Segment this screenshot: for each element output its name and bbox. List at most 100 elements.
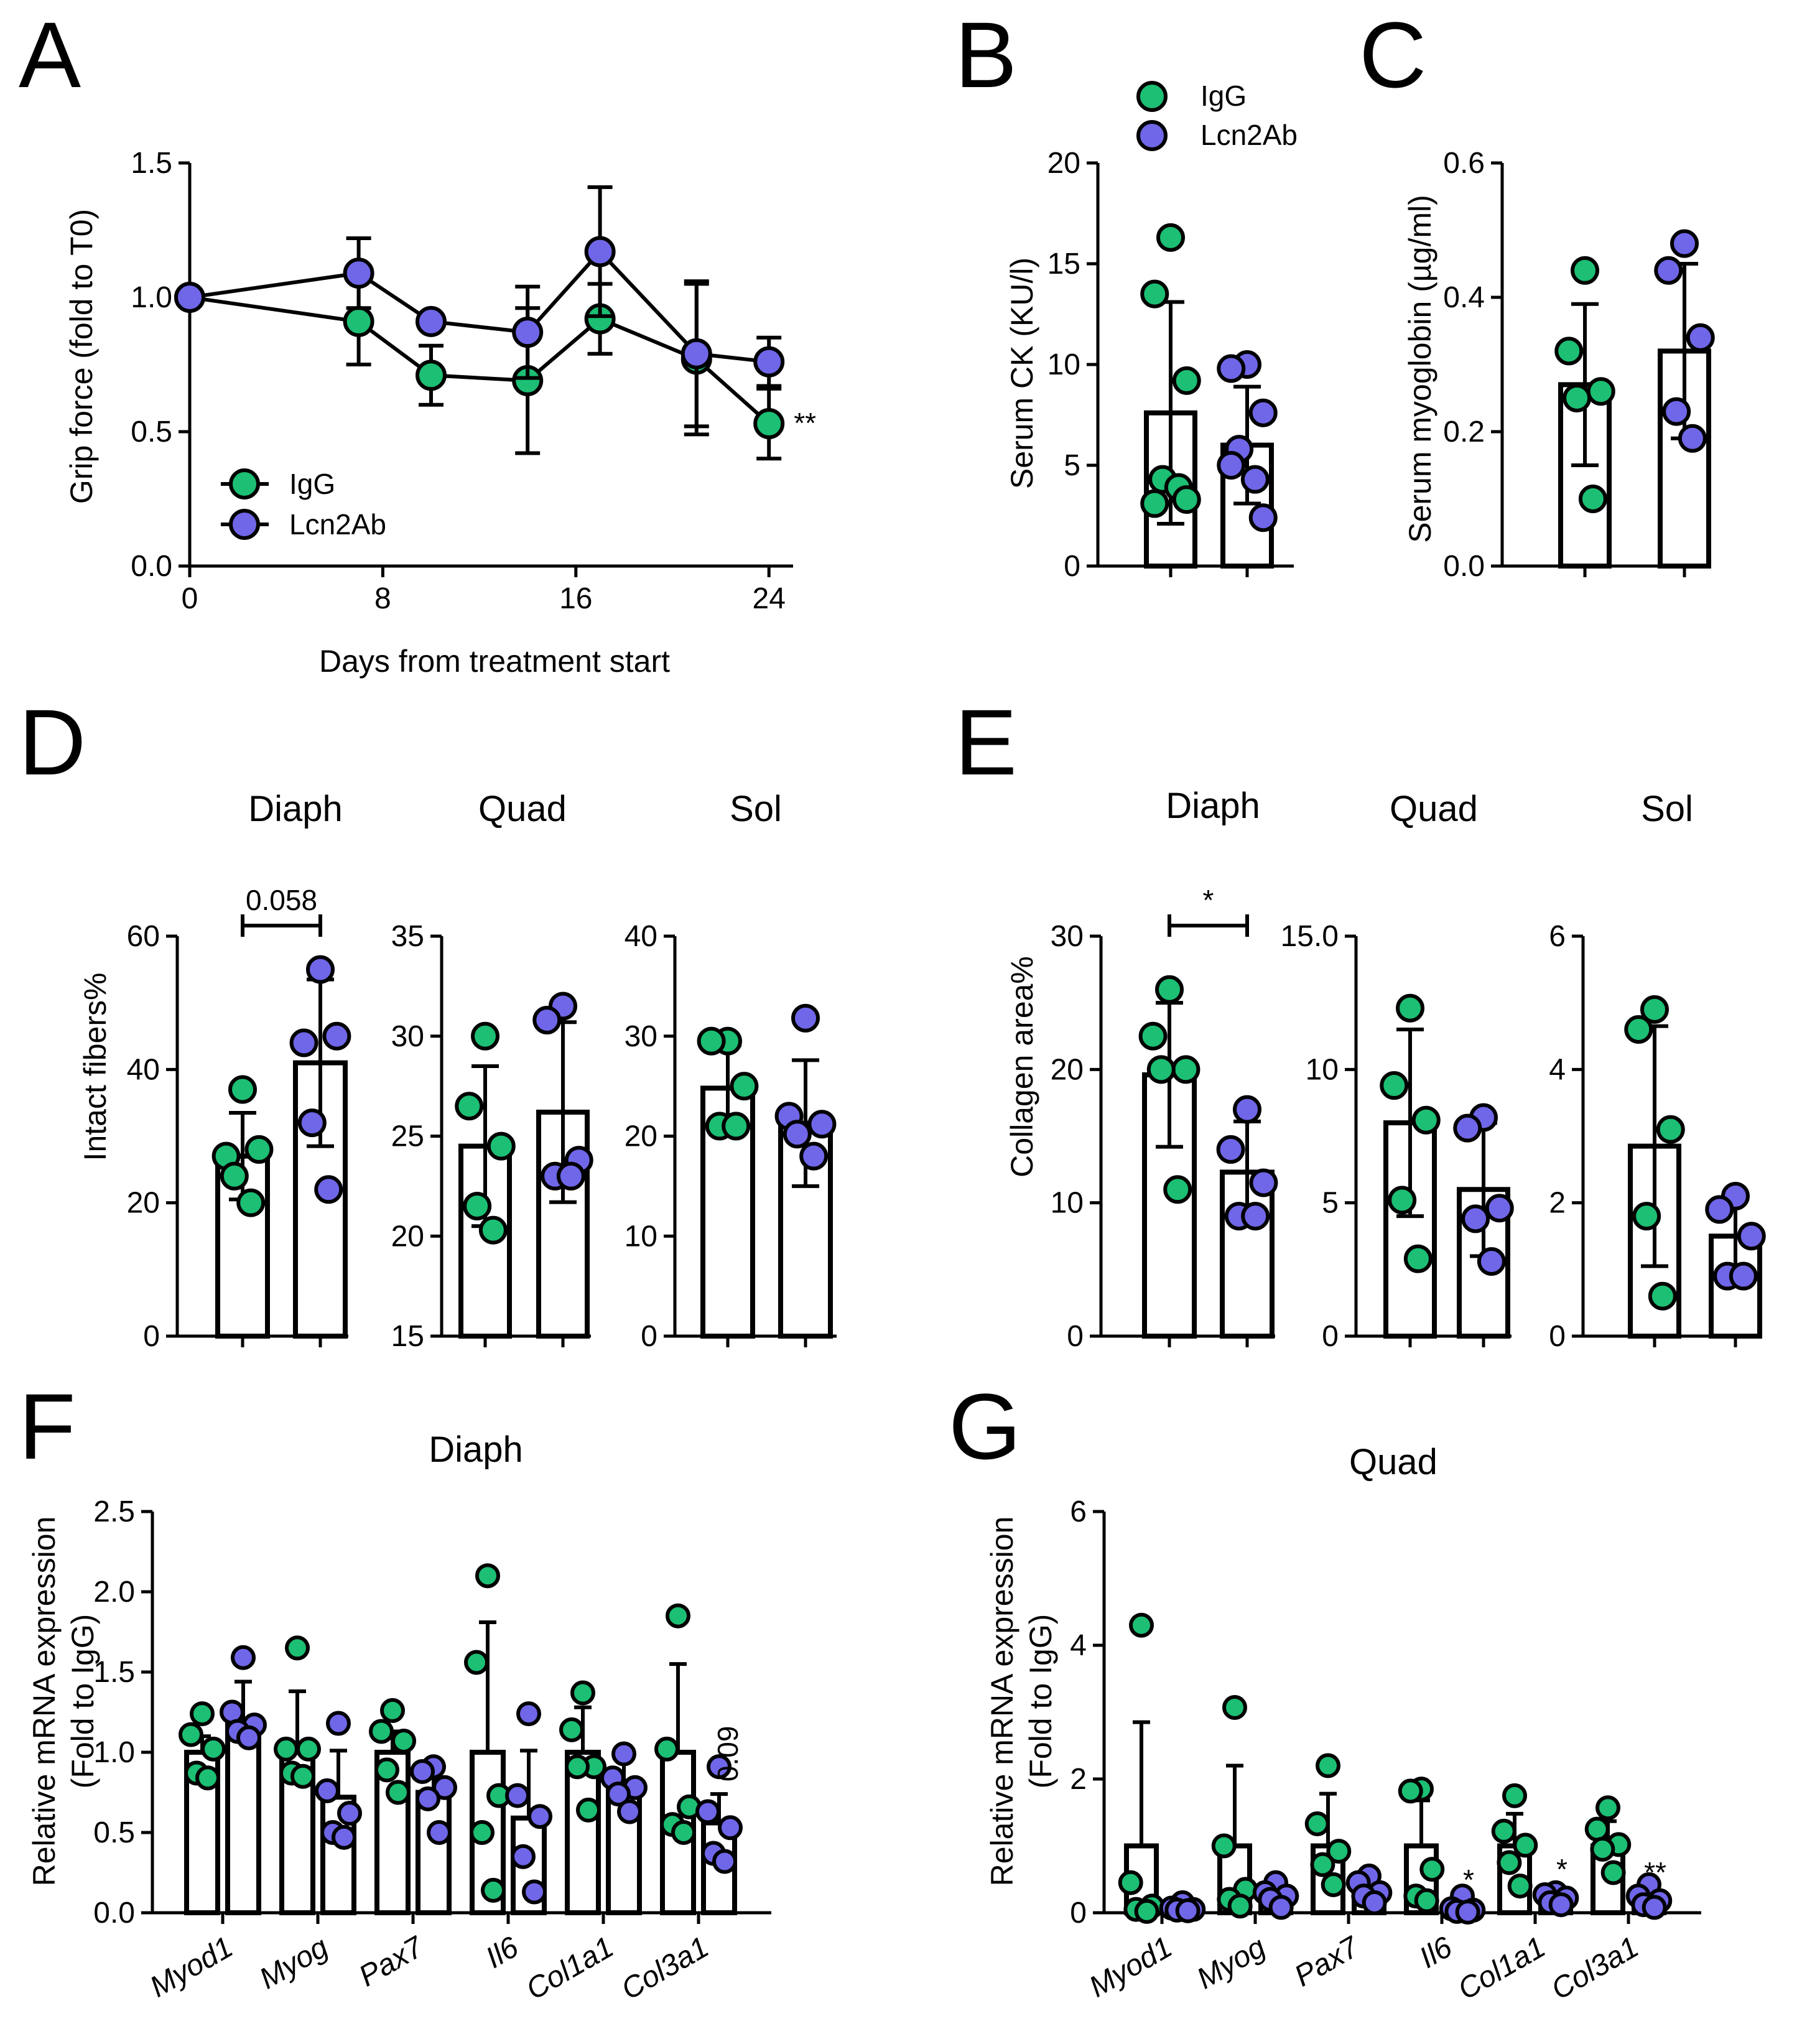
- data-point: [1217, 451, 1246, 480]
- data-point: [654, 1736, 679, 1762]
- data-point: [1595, 1795, 1620, 1821]
- y-axis-label-line1: Relative mRNA expression: [27, 1517, 62, 1887]
- chart-g: Relative mRNA expression (Fold to IgG) 0…: [985, 1495, 1701, 2007]
- data-point: [1411, 1105, 1441, 1135]
- y-tick-label: 4: [1070, 1629, 1087, 1662]
- data-point: [1600, 1860, 1626, 1885]
- data-point: [236, 1725, 261, 1750]
- legend-label-lcn2ab: Lcn2Ab: [289, 508, 386, 541]
- data-point: [244, 1135, 274, 1164]
- data-point: [1491, 1818, 1516, 1844]
- data-point: [1140, 489, 1169, 518]
- data-point: [1155, 975, 1184, 1004]
- legend-label-igg: IgG: [289, 468, 335, 500]
- data-point: [671, 1820, 696, 1845]
- data-point: [1584, 1816, 1610, 1842]
- data-point: [1729, 1261, 1758, 1291]
- y-tick-label: 35: [391, 920, 424, 953]
- title-e-sol: Sol: [1641, 789, 1693, 829]
- data-point: [556, 1161, 585, 1191]
- data-point: [1403, 1244, 1433, 1273]
- data-point: [1656, 1115, 1685, 1144]
- legend: IgG Lcn2Ab: [1136, 80, 1298, 151]
- data-point: [1326, 1839, 1352, 1864]
- data-point: [1134, 1898, 1159, 1924]
- chart-d-sol: 0 10 20 30 40: [625, 920, 837, 1353]
- y-tick-label: 10: [1306, 1053, 1339, 1086]
- data-point: [416, 305, 447, 337]
- panel-letter-a: A: [19, 2, 81, 107]
- title-e-diaph: Diaph: [1166, 786, 1260, 826]
- data-point: [195, 1765, 220, 1791]
- data-point: [236, 1188, 266, 1217]
- data-point: [374, 1757, 399, 1783]
- y-tick-label: 20: [391, 1220, 424, 1253]
- data-point: [1396, 993, 1424, 1023]
- data-point: [337, 1801, 362, 1826]
- y-axis-label-line2: (Fold to IgG): [65, 1614, 100, 1789]
- y-tick-label: 10: [1047, 348, 1080, 381]
- data-point: [1156, 223, 1185, 252]
- panel-letter-e: E: [955, 690, 1017, 794]
- x-axis-label: Days from treatment start: [319, 644, 670, 679]
- x-tick-label: Il6: [480, 1930, 524, 1974]
- data-point: [296, 1736, 321, 1762]
- data-point: [290, 1763, 315, 1789]
- x-tick-label: Il6: [1414, 1930, 1458, 1974]
- y-tick-label: 2: [1070, 1763, 1087, 1796]
- y-tick-label: 15.0: [1281, 920, 1339, 953]
- chart-d-diaph: Intact fibers% 0 20 40 60 0.058: [78, 884, 351, 1353]
- data-point: [1310, 1852, 1335, 1877]
- data-point: [1118, 1870, 1143, 1895]
- x-tick-label: Myod1: [144, 1931, 238, 2004]
- data-point: [1362, 1890, 1387, 1915]
- x-tick-label: Col1a1: [521, 1931, 619, 2007]
- y-tick-label: 10: [1051, 1187, 1084, 1220]
- data-point: [1233, 1095, 1261, 1124]
- data-point: [1686, 323, 1715, 352]
- data-point: [1477, 1247, 1506, 1276]
- data-point: [695, 1799, 720, 1824]
- x-tick-label: Myog: [254, 1930, 333, 1995]
- data-point: [1129, 1612, 1154, 1638]
- data-point: [464, 1650, 489, 1675]
- y-axis-label: Grip force (fold to T0): [64, 209, 99, 504]
- y-tick-label: 0.4: [1443, 281, 1485, 314]
- data-point: [386, 1780, 411, 1805]
- data-point: [1172, 366, 1201, 395]
- data-point: [1321, 1872, 1346, 1897]
- y-tick-label: 0: [1064, 550, 1080, 583]
- y-tick-label: 20: [127, 1187, 160, 1220]
- chart-c: Serum myoglobin (µg/ml) 0.0 0.2 0.4 0.6: [1403, 147, 1715, 583]
- y-tick-label: 5: [1322, 1187, 1339, 1220]
- y-tick-label: 6: [1070, 1495, 1087, 1528]
- data-point: [576, 1797, 601, 1823]
- data-point: [274, 1736, 299, 1762]
- panel-letter-f: F: [19, 1374, 76, 1479]
- data-point: [322, 1021, 351, 1051]
- data-point: [481, 1877, 506, 1903]
- data-point: [463, 1192, 492, 1221]
- data-point: [179, 1722, 203, 1747]
- y-tick-label: 30: [625, 1020, 657, 1053]
- data-point: [1662, 397, 1691, 426]
- panel-letter-b: B: [955, 2, 1017, 107]
- data-point: [1216, 1135, 1245, 1164]
- data-point: [1414, 1888, 1439, 1913]
- data-point: [1268, 1895, 1294, 1920]
- data-point: [799, 1141, 829, 1171]
- data-point: [707, 1754, 731, 1780]
- data-point: [559, 1717, 584, 1742]
- y-tick-label: 0: [1549, 1320, 1566, 1353]
- x-tick-label: 24: [753, 582, 786, 615]
- legend-marker-lcn2ab: [229, 509, 260, 540]
- data-point: [807, 1110, 837, 1139]
- y-axis-label-line2: (Fold to IgG): [1023, 1614, 1058, 1789]
- data-point: [1678, 424, 1707, 453]
- x-tick-label: 8: [374, 582, 391, 615]
- legend: IgG Lcn2Ab: [221, 468, 386, 541]
- y-tick-label: 15: [1047, 248, 1080, 281]
- data-point: [1146, 1055, 1176, 1084]
- data-point: [527, 1804, 552, 1829]
